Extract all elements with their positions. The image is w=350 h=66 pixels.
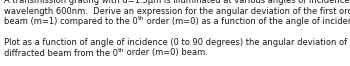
- Text: th: th: [118, 48, 125, 53]
- Text: th: th: [138, 16, 144, 22]
- Text: diffracted beam from the 0: diffracted beam from the 0: [4, 49, 118, 57]
- Text: order (m=0) beam.: order (m=0) beam.: [125, 49, 208, 57]
- Text: wavelength 600nm.  Derive an expression for the angular deviation of the first o: wavelength 600nm. Derive an expression f…: [4, 6, 350, 16]
- Text: Plot as a function of angle of incidence (0 to 90 degrees) the angular deviation: Plot as a function of angle of incidence…: [4, 38, 350, 47]
- Text: beam (m=1) compared to the 0: beam (m=1) compared to the 0: [4, 17, 138, 26]
- Text: A transmission grating with d=1.5μm is illuminated at various angles of incidenc: A transmission grating with d=1.5μm is i…: [4, 0, 350, 5]
- Text: order (m=0) as a function of the angle of incidence.: order (m=0) as a function of the angle o…: [144, 17, 350, 26]
